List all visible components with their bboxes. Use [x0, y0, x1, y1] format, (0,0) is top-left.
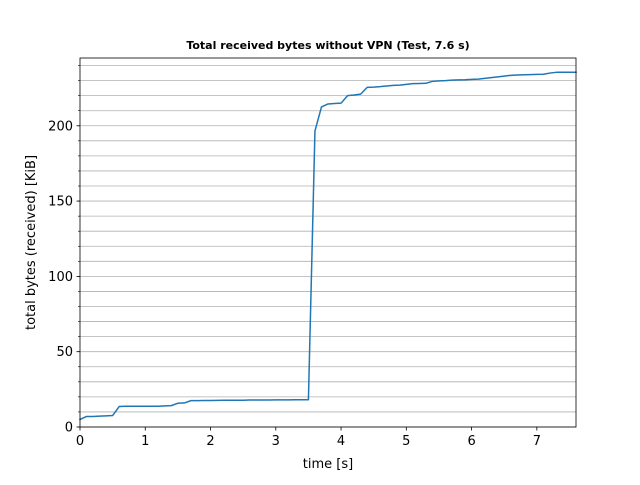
x-tick-label: 7: [533, 434, 541, 449]
x-tick-label: 1: [141, 434, 149, 449]
x-tick-label: 3: [272, 434, 280, 449]
plot-frame: [79, 57, 577, 428]
y-tick-label: 150: [48, 195, 73, 210]
series-line: [79, 71, 577, 421]
x-tick-label: 6: [467, 434, 475, 449]
y-tick-label: 50: [56, 345, 73, 360]
y-axis-label: total bytes (received) [KiB]: [24, 155, 39, 330]
x-tick-label: 0: [76, 434, 84, 449]
y-tick-label: 0: [65, 421, 73, 436]
y-tick-label: 200: [48, 119, 73, 134]
y-tick-label: 100: [48, 270, 73, 285]
grid: [80, 65, 576, 428]
x-tick-label: 4: [337, 434, 345, 449]
series-layer: [79, 71, 577, 421]
ticks: 0 50 100 150 200 0 1 2 3 4 5 6 7: [48, 65, 541, 449]
x-tick-label: 5: [402, 434, 410, 449]
x-axis-label: time [s]: [303, 457, 353, 472]
x-tick-label: 2: [206, 434, 214, 449]
chart-title: Total received bytes without VPN (Test, …: [186, 39, 469, 52]
